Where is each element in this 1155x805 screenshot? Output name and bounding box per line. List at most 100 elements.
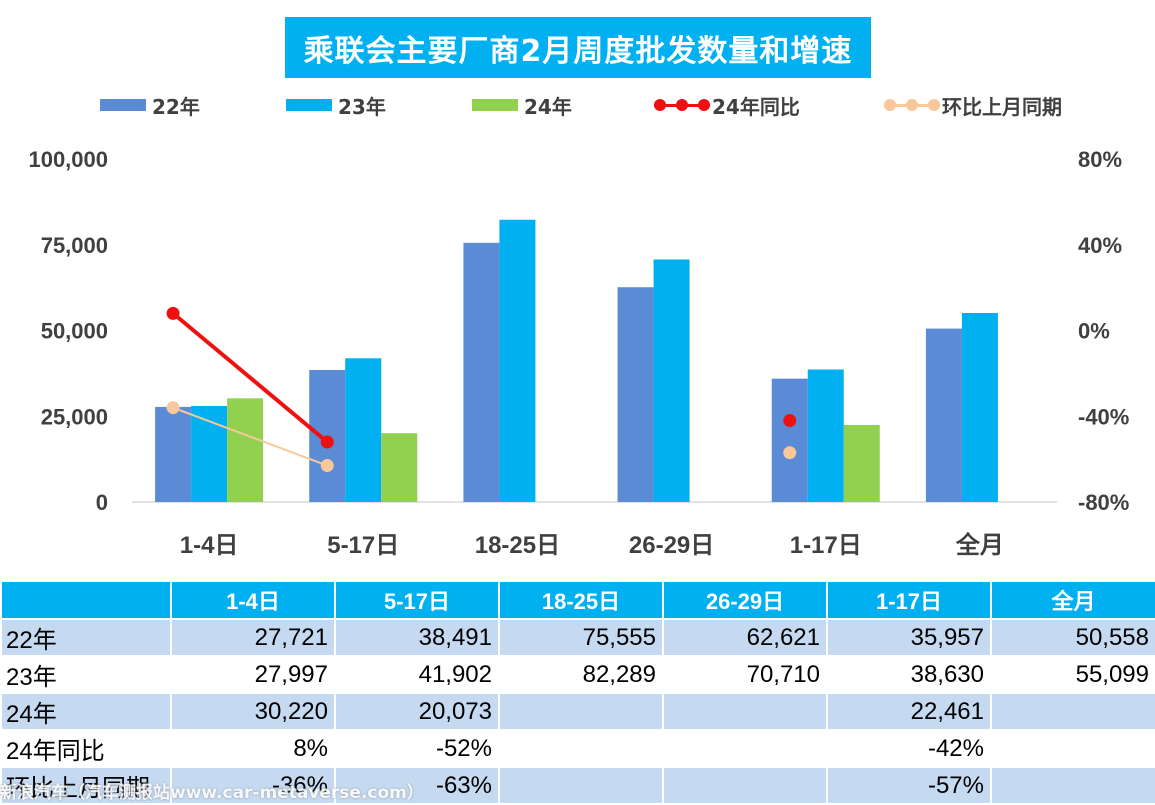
table-row-header: 环比上月同期 [0,766,172,805]
table-cell: 82,289 [498,655,664,694]
table-header-cell: 1-4日 [170,580,336,620]
table-cell: 22,461 [826,692,992,731]
legend-label-24: 24年 [524,94,572,119]
bar-22年 [617,287,654,502]
bar-22年 [771,378,808,502]
legend-item-24: 24年 [472,90,572,120]
y-left-tick-label: 100,000 [28,147,108,172]
line-segment-24年同比 [171,311,329,444]
bar-24年 [381,433,418,502]
y-left-tick-label: 0 [96,490,108,515]
table-cell [662,729,828,768]
bar-22年 [155,406,192,502]
table-cell: 8% [170,729,336,768]
x-tick-label: 1-17日 [790,532,862,559]
table-cell: 41,902 [334,655,500,694]
legend-label-22: 22年 [152,94,200,119]
y-left-tick-label: 75,000 [41,233,108,258]
legend-label-mom: 环比上月同期 [942,94,1062,119]
table-row: 24年 30,220 20,073 22,461 [0,692,1155,731]
legend-item-23: 23年 [286,90,386,120]
table-cell: 62,621 [662,618,828,657]
table-cell: -42% [826,729,992,768]
table-header-cell [0,580,172,620]
legend-swatch-24-yoy [654,98,710,112]
y-left-tick-label: 25,000 [41,404,108,429]
bar-23年 [345,358,382,502]
y-right-tick-label: 0% [1078,319,1110,344]
table-header-cell: 18-25日 [498,580,664,620]
y-right-tick-label: -80% [1078,490,1129,515]
bar-23年 [499,219,536,503]
bar-22年 [463,242,500,502]
table-cell [990,729,1155,768]
point-24年同比 [166,306,180,320]
bar-22年 [925,328,962,502]
legend-item-22: 22年 [100,90,200,120]
table-row: 22年 27,721 38,491 75,555 62,621 35,957 5… [0,618,1155,657]
legend-swatch-22 [100,99,146,111]
legend-swatch-23 [286,99,332,111]
table-cell [990,766,1155,805]
table-cell: 55,099 [990,655,1155,694]
table-header-row: 1-4日 5-17日 18-25日 26-29日 1-17日 全月 [0,580,1155,620]
legend-label-24-yoy: 24年同比 [712,94,800,119]
point-24年同比 [320,435,334,449]
x-tick-label: 全月 [955,531,1004,559]
table-cell [662,766,828,805]
table-cell: 27,997 [170,655,336,694]
table-cell: 70,710 [662,655,828,694]
y-right-tick-label: 40% [1078,233,1122,258]
table-row-header: 22年 [0,618,172,657]
legend-swatch-mom [884,98,940,112]
table-header-cell: 5-17日 [334,580,500,620]
point-环比上月同期 [166,401,180,415]
legend-label-23: 23年 [338,94,386,119]
table-cell: 38,630 [826,655,992,694]
y-right-tick-label: 80% [1078,147,1122,172]
table-header-cell: 1-17日 [826,580,992,620]
watermark: 新浪汽车（汽车测报站www.car-metaverse.com） [0,783,424,803]
bar-24年 [227,398,264,502]
bar-24年 [843,424,880,502]
legend-swatch-24 [472,99,518,111]
table-cell [498,692,664,731]
table-cell: 30,220 [170,692,336,731]
table-row-header: 23年 [0,655,172,694]
legend-item-24-yoy: 24年同比 [654,90,800,120]
data-table: 1-4日 5-17日 18-25日 26-29日 1-17日 全月 22年 27… [0,580,1155,805]
x-tick-label: 1-4日 [180,532,239,559]
table-cell [990,692,1155,731]
table-cell: 27,721 [170,618,336,657]
line-segment-环比上月同期 [172,406,328,467]
table-row-header: 24年 [0,692,172,731]
table-cell [498,729,664,768]
bar-23年 [653,259,690,502]
table-cell [662,692,828,731]
x-tick-label: 18-25日 [475,532,560,559]
table-cell [498,766,664,805]
x-tick-label: 5-17日 [327,532,399,559]
table-cell: 38,491 [334,618,500,657]
table-cell: -36% [170,766,336,805]
table-cell: -52% [334,729,500,768]
point-环比上月同期 [783,446,797,460]
point-环比上月同期 [320,459,334,473]
y-right-tick-label: -40% [1078,404,1129,429]
legend-item-mom: 环比上月同期 [884,90,1062,120]
y-left-tick-label: 50,000 [41,319,108,344]
table-row: 23年 27,997 41,902 82,289 70,710 38,630 5… [0,655,1155,694]
x-tick-label: 26-29日 [629,532,714,559]
point-24年同比 [783,414,797,428]
table-cell: -57% [826,766,992,805]
bar-23年 [961,313,998,502]
table-cell: 75,555 [498,618,664,657]
combo-chart: 0 25,000 50,000 75,000 100,000 -80% -40% 0% 40% 8… [28,147,1129,559]
bar-23年 [807,369,844,502]
table-header-cell: 全月 [990,580,1155,620]
table-cell: 20,073 [334,692,500,731]
table-row-header: 24年同比 [0,729,172,768]
table-row: 24年同比 8% -52% -42% [0,729,1155,768]
table-cell: 35,957 [826,618,992,657]
table-cell: 50,558 [990,618,1155,657]
